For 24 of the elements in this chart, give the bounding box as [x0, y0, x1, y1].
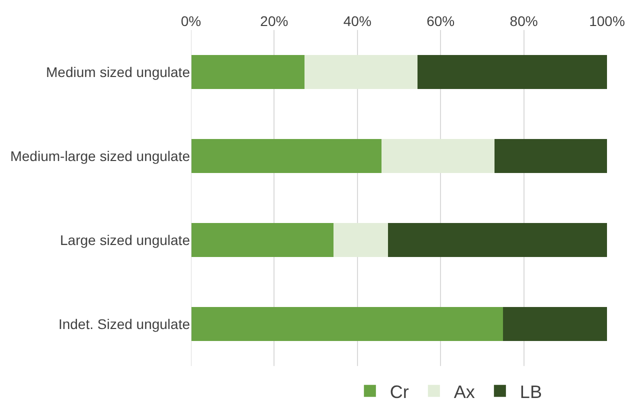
bar: [191, 223, 334, 257]
x-tick-label: 20%: [260, 13, 288, 30]
bar: [191, 307, 503, 341]
x-tick-label: 40%: [343, 13, 372, 30]
bar: [382, 139, 494, 173]
legend-label: LB: [520, 382, 542, 402]
legend-label: Ax: [454, 382, 475, 402]
x-tick-label: 100%: [589, 13, 625, 30]
bar: [191, 55, 305, 89]
y-tick-label: Indet. Sized ungulate: [58, 316, 190, 332]
bar: [333, 223, 388, 257]
x-tick-label: 0%: [180, 13, 202, 30]
x-tick-label: 80%: [510, 13, 538, 30]
y-tick-label: Large sized ungulate: [60, 232, 190, 248]
bar: [304, 55, 418, 89]
bar: [503, 307, 607, 341]
bar: [417, 55, 607, 89]
bar: [191, 139, 382, 173]
bar: [388, 223, 607, 257]
x-tick-label: 60%: [426, 13, 455, 30]
legend-label: Cr: [390, 382, 409, 402]
bar: [494, 139, 607, 173]
y-tick-label: Medium sized ungulate: [46, 64, 190, 80]
y-tick-label: Medium-large sized ungulate: [10, 148, 190, 164]
